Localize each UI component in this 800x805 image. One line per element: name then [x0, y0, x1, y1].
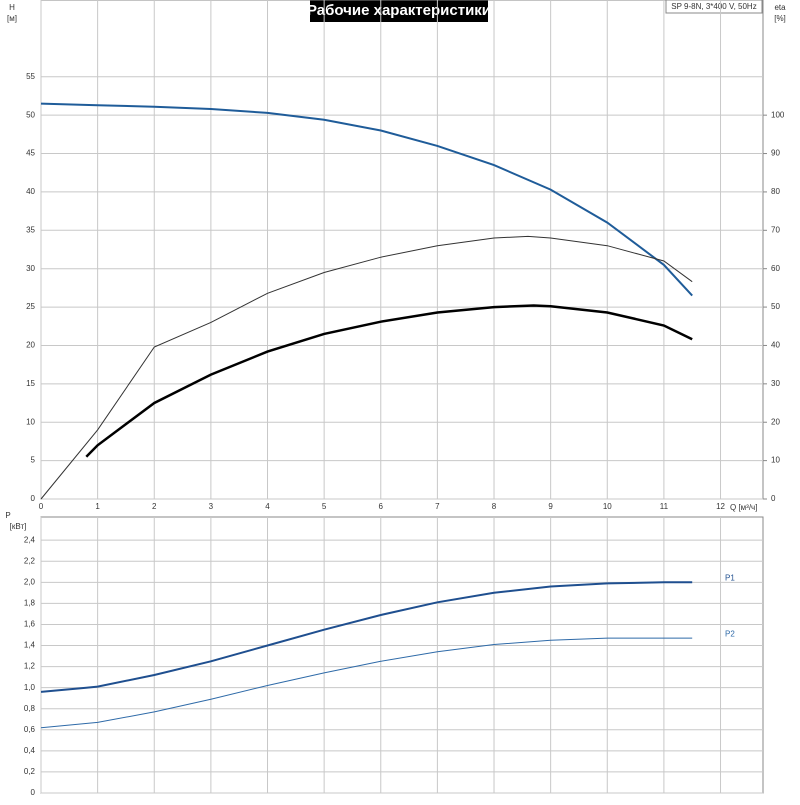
x-tick-label: 9 — [548, 502, 553, 511]
y2-tick-label: 0 — [771, 494, 776, 503]
y2-unit: [%] — [774, 14, 786, 23]
y-tick-label: 1,2 — [24, 662, 36, 671]
y2-tick-label: 10 — [771, 456, 780, 465]
y-tick-label: 50 — [26, 110, 35, 119]
y-tick-label: 0,4 — [24, 746, 36, 755]
curve — [40, 235, 693, 500]
x-tick-label: 7 — [435, 502, 440, 511]
y-tick-label: 25 — [26, 302, 35, 311]
plot-frame — [40, 0, 764, 500]
y2-tick-label: 40 — [771, 341, 780, 350]
y-tick-label: 40 — [26, 187, 35, 196]
y-tick-label: 0,8 — [24, 704, 36, 713]
x-tick-label: 1 — [95, 502, 100, 511]
title-box — [310, 0, 488, 22]
series-label: P2 — [725, 629, 735, 638]
x-label: Q [м³/ч] — [730, 503, 757, 512]
y2-tick-label: 100 — [771, 110, 785, 119]
x-tick-label: 6 — [379, 502, 384, 511]
y-tick-label: 2,4 — [24, 535, 36, 544]
y-tick-label: 1,6 — [24, 620, 36, 629]
y2-label: eta — [774, 3, 786, 12]
x-tick-label: 11 — [660, 502, 669, 511]
x-tick-label: 5 — [322, 502, 327, 511]
y-tick-label: 0,6 — [24, 725, 36, 734]
chart-title: Рабочие характеристики — [307, 2, 491, 19]
y2-tick-label: 60 — [771, 264, 780, 273]
model-label: SP 9-8N, 3*400 V, 50Hz — [671, 2, 756, 11]
y-tick-label: 20 — [26, 341, 35, 350]
y-tick-label: 35 — [26, 225, 35, 234]
y-tick-label: 2,2 — [24, 556, 36, 565]
y-tick-label: 1,4 — [24, 641, 36, 650]
y2-tick-label: 80 — [771, 187, 780, 196]
x-tick-label: 3 — [209, 502, 214, 511]
x-tick-label: 8 — [492, 502, 497, 511]
y-tick-label: 0 — [31, 788, 36, 797]
x-tick-label: 10 — [603, 502, 612, 511]
curve — [85, 304, 693, 458]
x-tick-label: 4 — [265, 502, 270, 511]
curve — [40, 637, 693, 729]
y2-tick-label: 90 — [771, 149, 780, 158]
y-unit: [м] — [7, 14, 17, 23]
series-label: P1 — [725, 573, 735, 582]
x-tick-label: 0 — [39, 502, 44, 511]
y-label: P — [5, 511, 10, 520]
y2-tick-label: 20 — [771, 417, 780, 426]
y-tick-label: 10 — [26, 417, 35, 426]
y-tick-label: 0 — [31, 494, 36, 503]
plot-frame — [40, 516, 764, 794]
curve — [40, 102, 693, 297]
y-tick-label: 45 — [26, 149, 35, 158]
y-tick-label: 0,2 — [24, 767, 36, 776]
y-label: H — [9, 3, 15, 12]
y2-tick-label: 50 — [771, 302, 780, 311]
x-tick-label: 12 — [716, 502, 725, 511]
x-tick-label: 2 — [152, 502, 157, 511]
y-tick-label: 2,0 — [24, 577, 36, 586]
y-unit: [кВт] — [10, 522, 27, 531]
y-tick-label: 15 — [26, 379, 35, 388]
y2-tick-label: 30 — [771, 379, 780, 388]
y2-tick-label: 70 — [771, 225, 780, 234]
y-tick-label: 1,8 — [24, 598, 36, 607]
y-tick-label: 5 — [31, 456, 36, 465]
y-tick-label: 30 — [26, 264, 35, 273]
curve — [40, 581, 693, 693]
y-tick-label: 1,0 — [24, 683, 36, 692]
y-tick-label: 55 — [26, 72, 35, 81]
model-box — [665, 0, 763, 14]
